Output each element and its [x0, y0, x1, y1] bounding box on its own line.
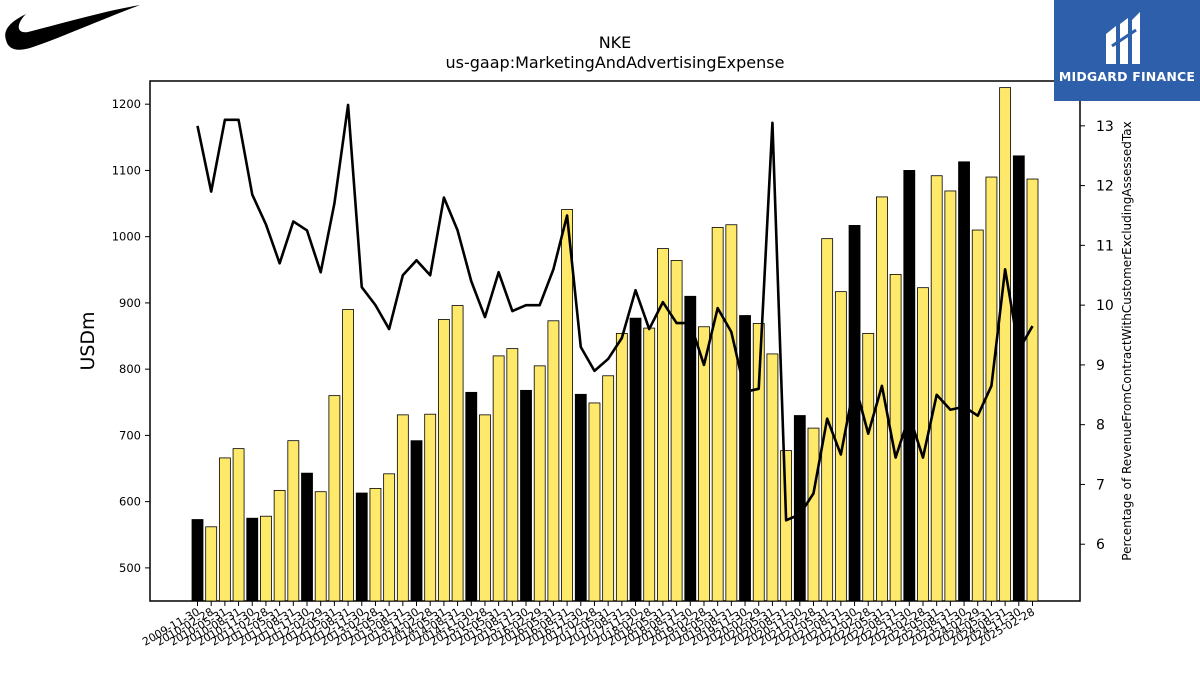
y2-tick-label: 7	[1096, 477, 1105, 493]
bar	[410, 440, 423, 602]
bar	[711, 226, 724, 602]
bar	[232, 448, 245, 602]
bar	[506, 348, 519, 602]
y2-tick-label: 9	[1096, 358, 1105, 374]
bar	[547, 320, 560, 602]
bar	[328, 395, 341, 602]
bar	[602, 375, 615, 602]
bar	[629, 317, 642, 602]
y-tick-label: 900	[119, 296, 141, 310]
bar	[643, 327, 656, 602]
y-tick-label: 500	[119, 561, 141, 575]
plot-frame	[149, 80, 1081, 602]
left-y-axis: 500 600 700 800 900 1000 1100 1200	[112, 97, 150, 575]
bar	[260, 515, 272, 602]
bar	[684, 295, 697, 602]
bar	[670, 260, 683, 602]
bar	[739, 315, 751, 602]
bar	[355, 492, 368, 602]
bar	[848, 225, 861, 602]
bar	[958, 161, 970, 602]
bar	[273, 489, 286, 602]
chart-subtitle: us-gaap:MarketingAndAdvertisingExpense	[446, 53, 785, 72]
y-axis-label: USDm	[77, 311, 99, 370]
bar	[725, 224, 738, 602]
bar	[807, 427, 820, 602]
y-tick-label: 1000	[112, 230, 141, 244]
bar	[424, 413, 437, 602]
y-tick-label: 700	[119, 428, 141, 442]
bar	[1026, 178, 1039, 602]
midgard-logo-icon	[1106, 12, 1140, 64]
bar	[520, 389, 532, 602]
bar	[766, 353, 779, 602]
bar	[930, 175, 943, 602]
y2-tick-label: 8	[1096, 418, 1105, 434]
bar	[465, 391, 478, 602]
bar	[492, 355, 505, 602]
bar	[301, 472, 313, 602]
bar	[191, 519, 204, 602]
bar	[205, 526, 218, 602]
y-tick-label: 1100	[112, 163, 141, 177]
right-y-axis: 6 7 8 9 10 11 12 13	[1080, 119, 1114, 553]
bar	[383, 473, 396, 602]
y2-tick-label: 13	[1096, 119, 1114, 135]
x-axis: 2009-11-302010-02-282010-05-312010-08-31…	[140, 601, 1037, 649]
bar	[369, 487, 382, 602]
bar	[287, 440, 300, 602]
y2-tick-label: 12	[1096, 179, 1114, 195]
bar	[999, 87, 1012, 602]
bar	[561, 209, 573, 602]
line-series	[196, 103, 1034, 522]
watermark-text: MIDGARD FINANCE	[1058, 69, 1196, 84]
y-tick-label: 1200	[112, 97, 141, 111]
midgard-finance-logo: MIDGARD FINANCE	[1054, 0, 1200, 101]
bar	[451, 305, 464, 602]
bar	[698, 326, 710, 602]
nike-swoosh-icon	[5, 5, 140, 50]
chart-title: NKE	[599, 33, 632, 52]
bar	[314, 491, 327, 602]
bar	[944, 190, 957, 602]
bar	[479, 414, 491, 602]
plot-area	[149, 80, 1081, 602]
line-path	[196, 103, 1034, 522]
bar	[1012, 155, 1025, 602]
bar	[985, 176, 998, 602]
bar	[218, 457, 231, 602]
bar	[342, 309, 354, 602]
bar	[615, 332, 628, 602]
bar	[588, 402, 601, 602]
bar	[862, 332, 875, 602]
bar	[437, 319, 450, 602]
y2-tick-label: 10	[1096, 298, 1114, 314]
bar	[246, 517, 259, 602]
bar	[780, 450, 793, 602]
y2-tick-label: 11	[1096, 238, 1114, 254]
y2-tick-label: 6	[1096, 537, 1105, 553]
bar	[396, 414, 409, 602]
bar	[903, 170, 916, 602]
y-tick-label: 800	[119, 362, 141, 376]
bar	[574, 393, 587, 602]
bar	[533, 365, 546, 602]
y2-axis-label: Percentage of RevenueFromContractWithCus…	[1120, 121, 1134, 560]
y-tick-label: 600	[119, 495, 141, 509]
bar-series	[191, 87, 1039, 602]
